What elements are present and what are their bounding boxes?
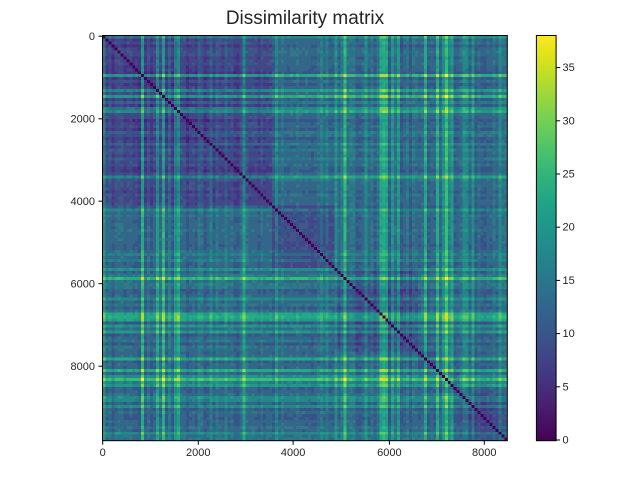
svg-text:Dissimilarity matrix: Dissimilarity matrix xyxy=(226,8,385,29)
